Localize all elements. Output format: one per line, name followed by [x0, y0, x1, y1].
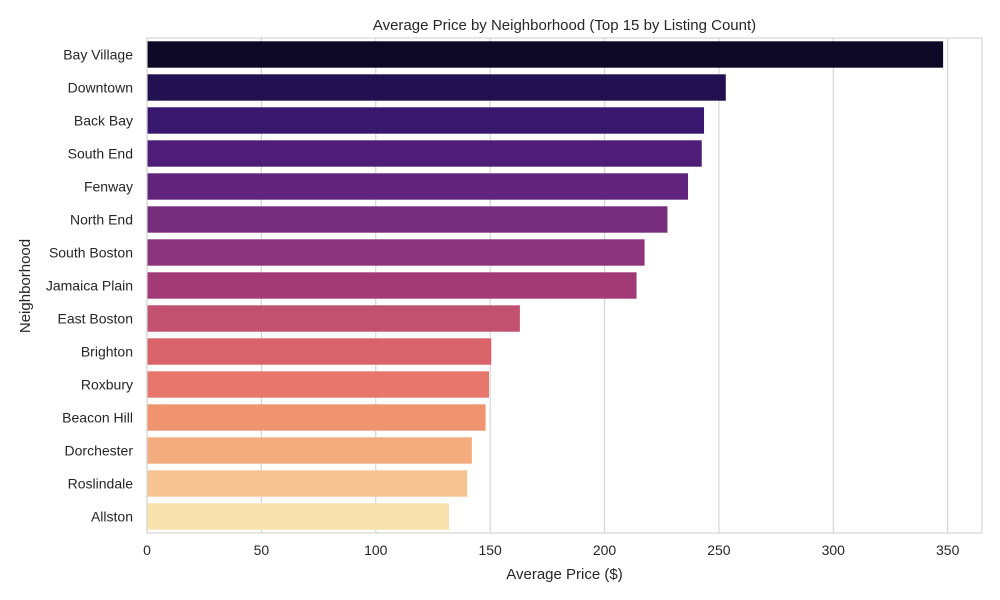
- x-tick-label: 100: [364, 542, 388, 558]
- y-tick-label: Back Bay: [74, 113, 133, 129]
- bar: [147, 305, 520, 332]
- x-tick-label: 50: [254, 542, 270, 558]
- bar: [147, 206, 668, 233]
- bar: [147, 371, 490, 398]
- bar: [147, 173, 689, 200]
- y-tick-label: Downtown: [68, 80, 133, 96]
- y-tick-label: Allston: [91, 509, 133, 525]
- bar: [147, 437, 472, 464]
- bar: [147, 239, 645, 266]
- y-tick-label: East Boston: [58, 311, 134, 327]
- x-tick-labels: 0 50 100 150 200 250 300 350: [143, 542, 959, 558]
- y-tick-label: Fenway: [84, 179, 133, 195]
- y-tick-label: Brighton: [81, 344, 133, 360]
- y-tick-label: South Boston: [49, 245, 133, 261]
- bar: [147, 107, 705, 134]
- bar: [147, 140, 702, 167]
- bar: [147, 470, 468, 497]
- bar: [147, 404, 486, 431]
- bars: [147, 41, 944, 530]
- x-tick-label: 150: [478, 542, 502, 558]
- y-tick-label: North End: [70, 212, 133, 228]
- y-tick-label: Jamaica Plain: [46, 278, 133, 294]
- x-tick-label: 0: [143, 542, 151, 558]
- chart-title: Average Price by Neighborhood (Top 15 by…: [373, 17, 756, 34]
- x-tick-label: 300: [822, 542, 846, 558]
- x-tick-label: 250: [707, 542, 731, 558]
- x-tick-label: 350: [936, 542, 960, 558]
- y-tick-label: Roslindale: [68, 476, 134, 492]
- bar: [147, 338, 492, 365]
- bar: [147, 74, 726, 101]
- bar: [147, 503, 449, 530]
- plot-frame: [146, 37, 983, 534]
- x-axis-label: Average Price ($): [506, 566, 622, 583]
- y-tick-label: Roxbury: [81, 377, 133, 393]
- y-tick-label: Bay Village: [63, 47, 133, 63]
- bar: [147, 272, 637, 299]
- y-axis-label: Neighborhood: [17, 239, 34, 333]
- y-tick-labels: Bay Village Downtown Back Bay South End Fenw…: [46, 47, 133, 525]
- y-tick-label: Dorchester: [65, 443, 134, 459]
- x-tick-label: 200: [593, 542, 617, 558]
- y-tick-label: Beacon Hill: [62, 410, 133, 426]
- y-tick-label: South End: [68, 146, 133, 162]
- bar: [147, 41, 944, 68]
